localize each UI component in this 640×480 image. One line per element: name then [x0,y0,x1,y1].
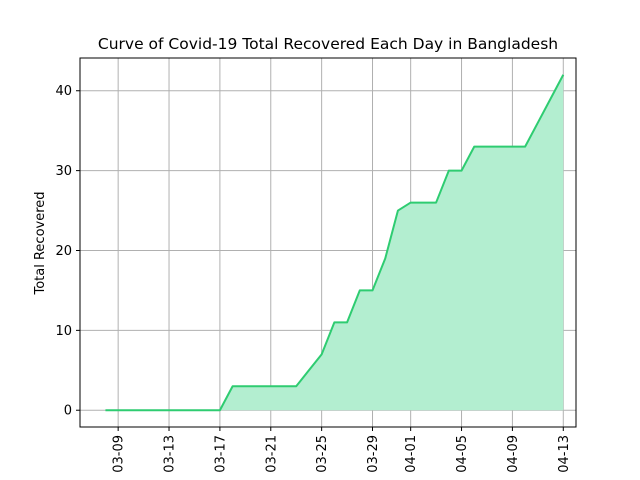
series-line [105,74,565,412]
area-series [105,74,565,412]
x-tick-label: 04-13 [557,435,572,473]
x-tick-label: 03-29 [366,435,381,473]
x-tick-label: 03-09 [112,435,127,473]
plot-frame [79,57,577,428]
x-tick-label: 04-01 [404,435,419,473]
y-axis-label: Total Recovered [33,191,48,295]
area-fill [105,74,564,411]
x-tick-label: 04-05 [455,435,470,473]
x-tick-label: 03-17 [213,435,228,473]
x-tick-label: 03-13 [163,435,178,473]
x-tick-label: 03-21 [264,435,279,473]
y-tick-label: 0 [64,404,72,419]
y-tick-label: 20 [55,244,72,259]
y-tick-label: 40 [55,84,72,99]
axes [79,57,577,428]
chart-title: Curve of Covid-19 Total Recovered Each D… [98,35,558,53]
x-axis-ticks: 03-09 03-13 03-17 03-21 03-25 03-29 04-01 04-05… [112,427,572,473]
x-tick-label: 03-25 [315,435,330,473]
y-tick-label: 30 [55,164,72,179]
y-tick-label: 10 [55,324,72,339]
x-tick-label: 04-09 [506,435,521,473]
y-axis-ticks: 0 10 20 30 40 [55,84,80,419]
